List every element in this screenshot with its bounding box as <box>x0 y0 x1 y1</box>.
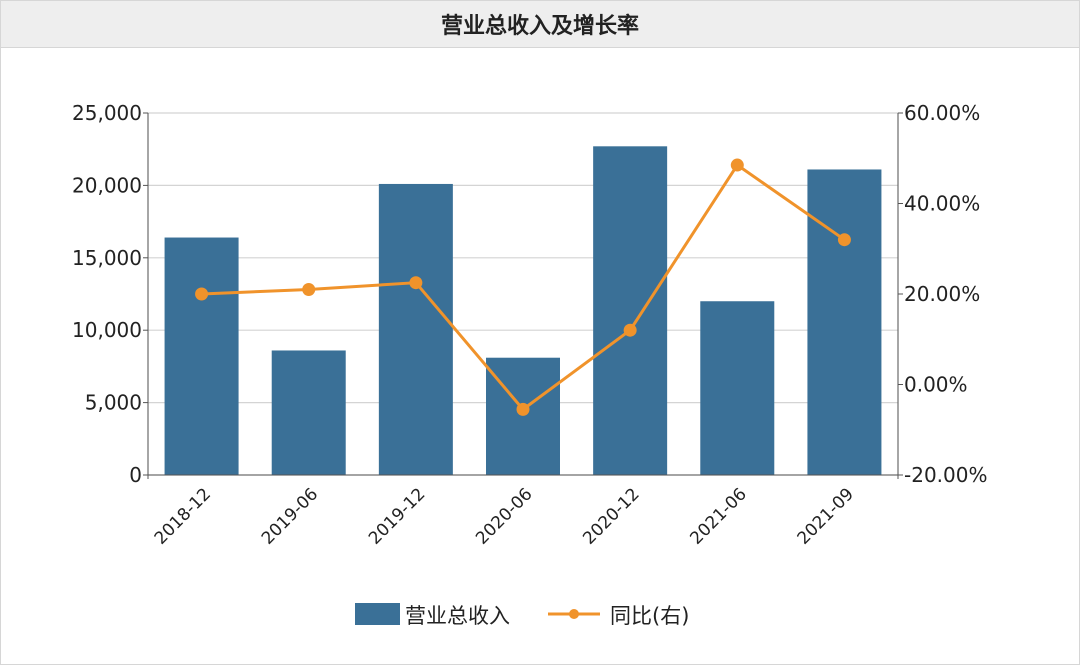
line-point-2018-12 <box>195 287 209 301</box>
legend-line-label: 同比(右) <box>610 604 689 628</box>
bar-series <box>164 146 882 476</box>
y-left-tick-label: 25,000 <box>72 101 142 125</box>
legend-bar-label: 营业总收入 <box>405 604 510 628</box>
bar-2019-06 <box>271 350 346 475</box>
x-tick-label: 2020-12 <box>579 484 643 548</box>
y-right-tick-label: 60.00% <box>904 101 980 125</box>
y-right-tick-label: 20.00% <box>904 282 980 306</box>
y-left-tick-label: 10,000 <box>72 318 142 342</box>
y-right-tick-label: 0.00% <box>904 373 968 397</box>
line-point-2021-06 <box>730 158 744 172</box>
y-axis-left-ticks: 0 5,000 10,000 15,000 20,000 25,000 <box>72 101 142 487</box>
line-point-2020-06 <box>516 402 530 416</box>
chart-title-bar: 营业总收入及增长率 <box>1 1 1079 48</box>
bar-2018-12 <box>164 237 239 475</box>
x-tick-label: 2021-06 <box>686 484 750 548</box>
y-left-tick-label: 15,000 <box>72 246 142 270</box>
y-axis-right-ticks: -20.00% 0.00% 20.00% 40.00% 60.00% <box>904 101 987 487</box>
y-left-tick-label: 20,000 <box>72 173 142 197</box>
y-right-tick-label: -20.00% <box>904 463 987 487</box>
line-point-2021-09 <box>837 233 851 247</box>
x-tick-label: 2019-06 <box>258 484 322 548</box>
x-tick-label: 2018-12 <box>151 484 215 548</box>
axes <box>143 112 903 479</box>
y-right-tick-label: 40.00% <box>904 192 980 216</box>
bar-2021-09 <box>807 169 882 476</box>
line-series <box>195 158 851 416</box>
x-tick-label: 2019-12 <box>365 484 429 548</box>
x-axis-ticks: 2018-12 2019-06 2019-12 2020-06 2020-12 2021-… <box>151 484 858 548</box>
chart-title: 营业总收入及增长率 <box>440 14 639 39</box>
line-point-2020-12 <box>623 323 637 337</box>
x-tick-label: 2020-06 <box>472 484 536 548</box>
bar-2020-12 <box>593 146 668 475</box>
x-tick-label: 2021-09 <box>794 484 858 548</box>
line-point-2019-06 <box>302 282 316 296</box>
legend-line-marker <box>569 609 579 619</box>
y-left-tick-label: 5,000 <box>85 391 142 415</box>
legend: 营业总收入 同比(右) <box>355 603 689 628</box>
y-left-tick-label: 0 <box>129 463 142 487</box>
bar-2021-06 <box>700 301 775 475</box>
legend-bar-swatch <box>355 603 400 625</box>
bar-2020-06 <box>486 357 560 475</box>
bar-2019-12 <box>378 183 453 475</box>
line-point-2019-12 <box>409 276 423 290</box>
